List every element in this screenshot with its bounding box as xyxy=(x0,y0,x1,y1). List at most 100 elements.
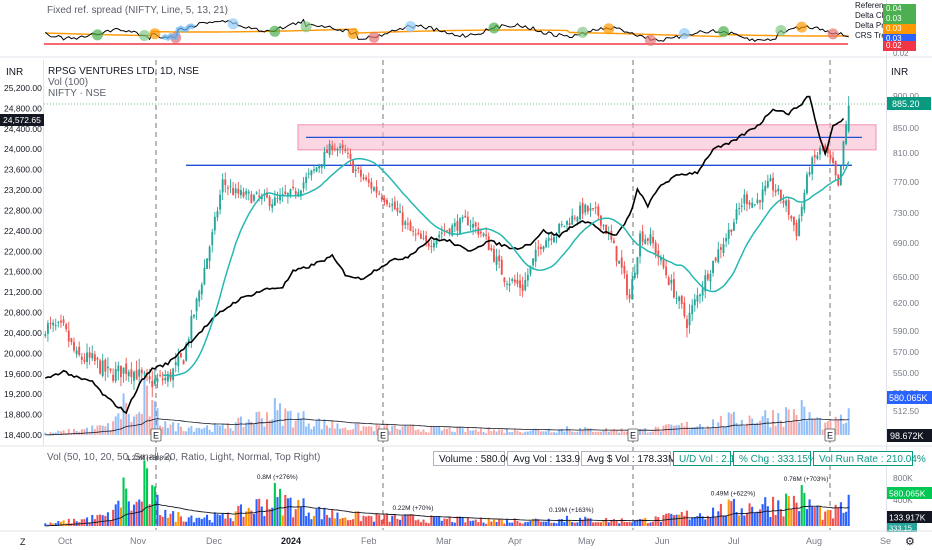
candle-body xyxy=(461,216,464,219)
candle-body xyxy=(318,165,321,169)
right-price-axis: 900.00 850.00 810.00 770.00 730.00 690.00 650.… xyxy=(886,0,932,532)
volume-pane-bar xyxy=(401,515,404,526)
volume-pane-bar xyxy=(208,519,211,526)
overlay-volume-bar xyxy=(289,410,292,435)
volume-pane-bar xyxy=(112,509,115,526)
volume-pane-bar xyxy=(195,517,198,526)
overlay-volume-bar xyxy=(644,428,647,435)
time-axis-label: Jun xyxy=(655,536,670,546)
time-axis-label: Dec xyxy=(206,536,223,546)
overlay-volume-bar xyxy=(344,427,347,435)
last-price-tag: 885.20 xyxy=(892,99,920,109)
volume-pane-bar xyxy=(419,522,422,526)
volume-pane-tag: 580.065K xyxy=(889,489,926,499)
left-axis-tick: 22,000.00 xyxy=(4,246,42,256)
volume-pane-bar xyxy=(346,520,349,526)
volume-panel-title[interactable]: Vol (50, 10, 20, 50, Small, 20, Ratio, L… xyxy=(47,452,321,463)
candle-body xyxy=(506,283,508,285)
candle-body xyxy=(688,312,691,326)
volume-pane-bar xyxy=(748,503,751,526)
vol-legend[interactable]: Vol (100) xyxy=(48,77,89,88)
overlay-volume-bar xyxy=(190,426,193,435)
volume-pane-bar xyxy=(174,521,177,526)
candle-body xyxy=(605,224,608,235)
overlay-volume-average xyxy=(45,418,849,436)
overlay-volume-bar xyxy=(842,423,845,435)
volume-pane-bar xyxy=(826,509,829,526)
overlay-volume-bar xyxy=(169,424,172,435)
candle-body xyxy=(161,378,164,381)
overlay-volume-bar xyxy=(192,431,195,435)
volume-pane-bar xyxy=(693,517,696,526)
volume-pane-bar xyxy=(435,516,438,526)
last-price-tag-bg xyxy=(887,97,931,110)
volume-pane-bar xyxy=(839,502,842,526)
candle-body xyxy=(662,259,665,268)
volume-pane-bar xyxy=(422,519,425,526)
settings-gear-icon[interactable]: ⚙ xyxy=(905,536,915,548)
overlay-volume-bar xyxy=(427,432,430,435)
spread-axis-tick: 0.02 xyxy=(893,49,909,58)
candle-body xyxy=(798,218,801,237)
overlay-volume-bar xyxy=(419,431,422,435)
spread-legend-value: 0.03 xyxy=(883,14,916,24)
spread-signal-dot xyxy=(347,28,359,40)
candle-body xyxy=(839,165,842,185)
overlay-volume-bar xyxy=(323,419,326,435)
candle-body xyxy=(659,256,662,261)
candle-body xyxy=(310,170,313,176)
volume-pane-bar xyxy=(370,516,373,526)
candle-body xyxy=(576,217,579,222)
candle-body xyxy=(206,258,208,269)
volume-pane-bar xyxy=(769,516,772,526)
candle-body xyxy=(229,186,232,188)
right-axis-tick: 810.00 xyxy=(893,148,919,158)
right-axis-tick: 570.00 xyxy=(893,347,919,357)
volume-pane-bar xyxy=(623,521,626,526)
volume-pane-bar xyxy=(125,488,128,526)
volume-pane-bar xyxy=(388,521,391,526)
candle-body xyxy=(592,207,595,209)
volume-pane-bar xyxy=(263,516,266,526)
candle-body xyxy=(245,190,248,195)
overlay-volume-bar xyxy=(195,428,198,435)
volume-pane-bar xyxy=(349,519,352,526)
overlay-volume-bar xyxy=(440,430,443,435)
overlay-volume-bar xyxy=(211,431,214,435)
volume-pane-bar xyxy=(289,497,292,526)
overlay-volume-bar xyxy=(511,432,514,435)
currency-left[interactable]: INR xyxy=(6,67,24,78)
volume-spike-annotation: 1.22M (+808%) xyxy=(126,455,171,462)
volume-pane-bar xyxy=(818,506,822,526)
volume-pane-bar xyxy=(461,517,464,526)
volume-pane-bar xyxy=(563,522,566,526)
symbol-title[interactable]: RPSG VENTURES LTD, 1D, NSE xyxy=(48,66,199,77)
candle-body xyxy=(93,354,96,362)
timezone-toggle-icon[interactable]: Z xyxy=(20,537,26,547)
overlay-volume-bar xyxy=(247,419,250,435)
overlay-volume-bar xyxy=(623,431,626,435)
candle-body xyxy=(213,216,216,231)
overlay-volume-bar xyxy=(743,426,746,435)
candle-body xyxy=(86,352,88,362)
overlay-volume-bar xyxy=(182,431,185,435)
volume-pane-bar xyxy=(837,507,840,526)
currency-right[interactable]: INR xyxy=(891,67,909,78)
volume-pane-bar xyxy=(500,519,503,526)
candle-body xyxy=(490,248,493,250)
compare-legend[interactable]: NIFTY · NSE xyxy=(48,88,107,99)
volume-pane-bar xyxy=(657,517,660,526)
candle-body xyxy=(346,152,349,154)
volume-pane-bar xyxy=(305,516,308,526)
overlay-volume-bar xyxy=(245,422,248,435)
right-axis-tick: 620.00 xyxy=(893,298,919,308)
overlay-volume-bar xyxy=(101,425,104,435)
time-axis: Oct Nov Dec 2024 Feb Mar Apr May Jun Jul Aug Se xyxy=(58,536,891,546)
candle-body xyxy=(323,151,326,167)
volume-pane-bar xyxy=(445,518,449,526)
overlay-volume-bar xyxy=(461,428,464,435)
overlay-volume-bar xyxy=(821,429,824,435)
volume-pane-bar xyxy=(808,499,811,526)
volume-pane-bar xyxy=(336,512,339,526)
